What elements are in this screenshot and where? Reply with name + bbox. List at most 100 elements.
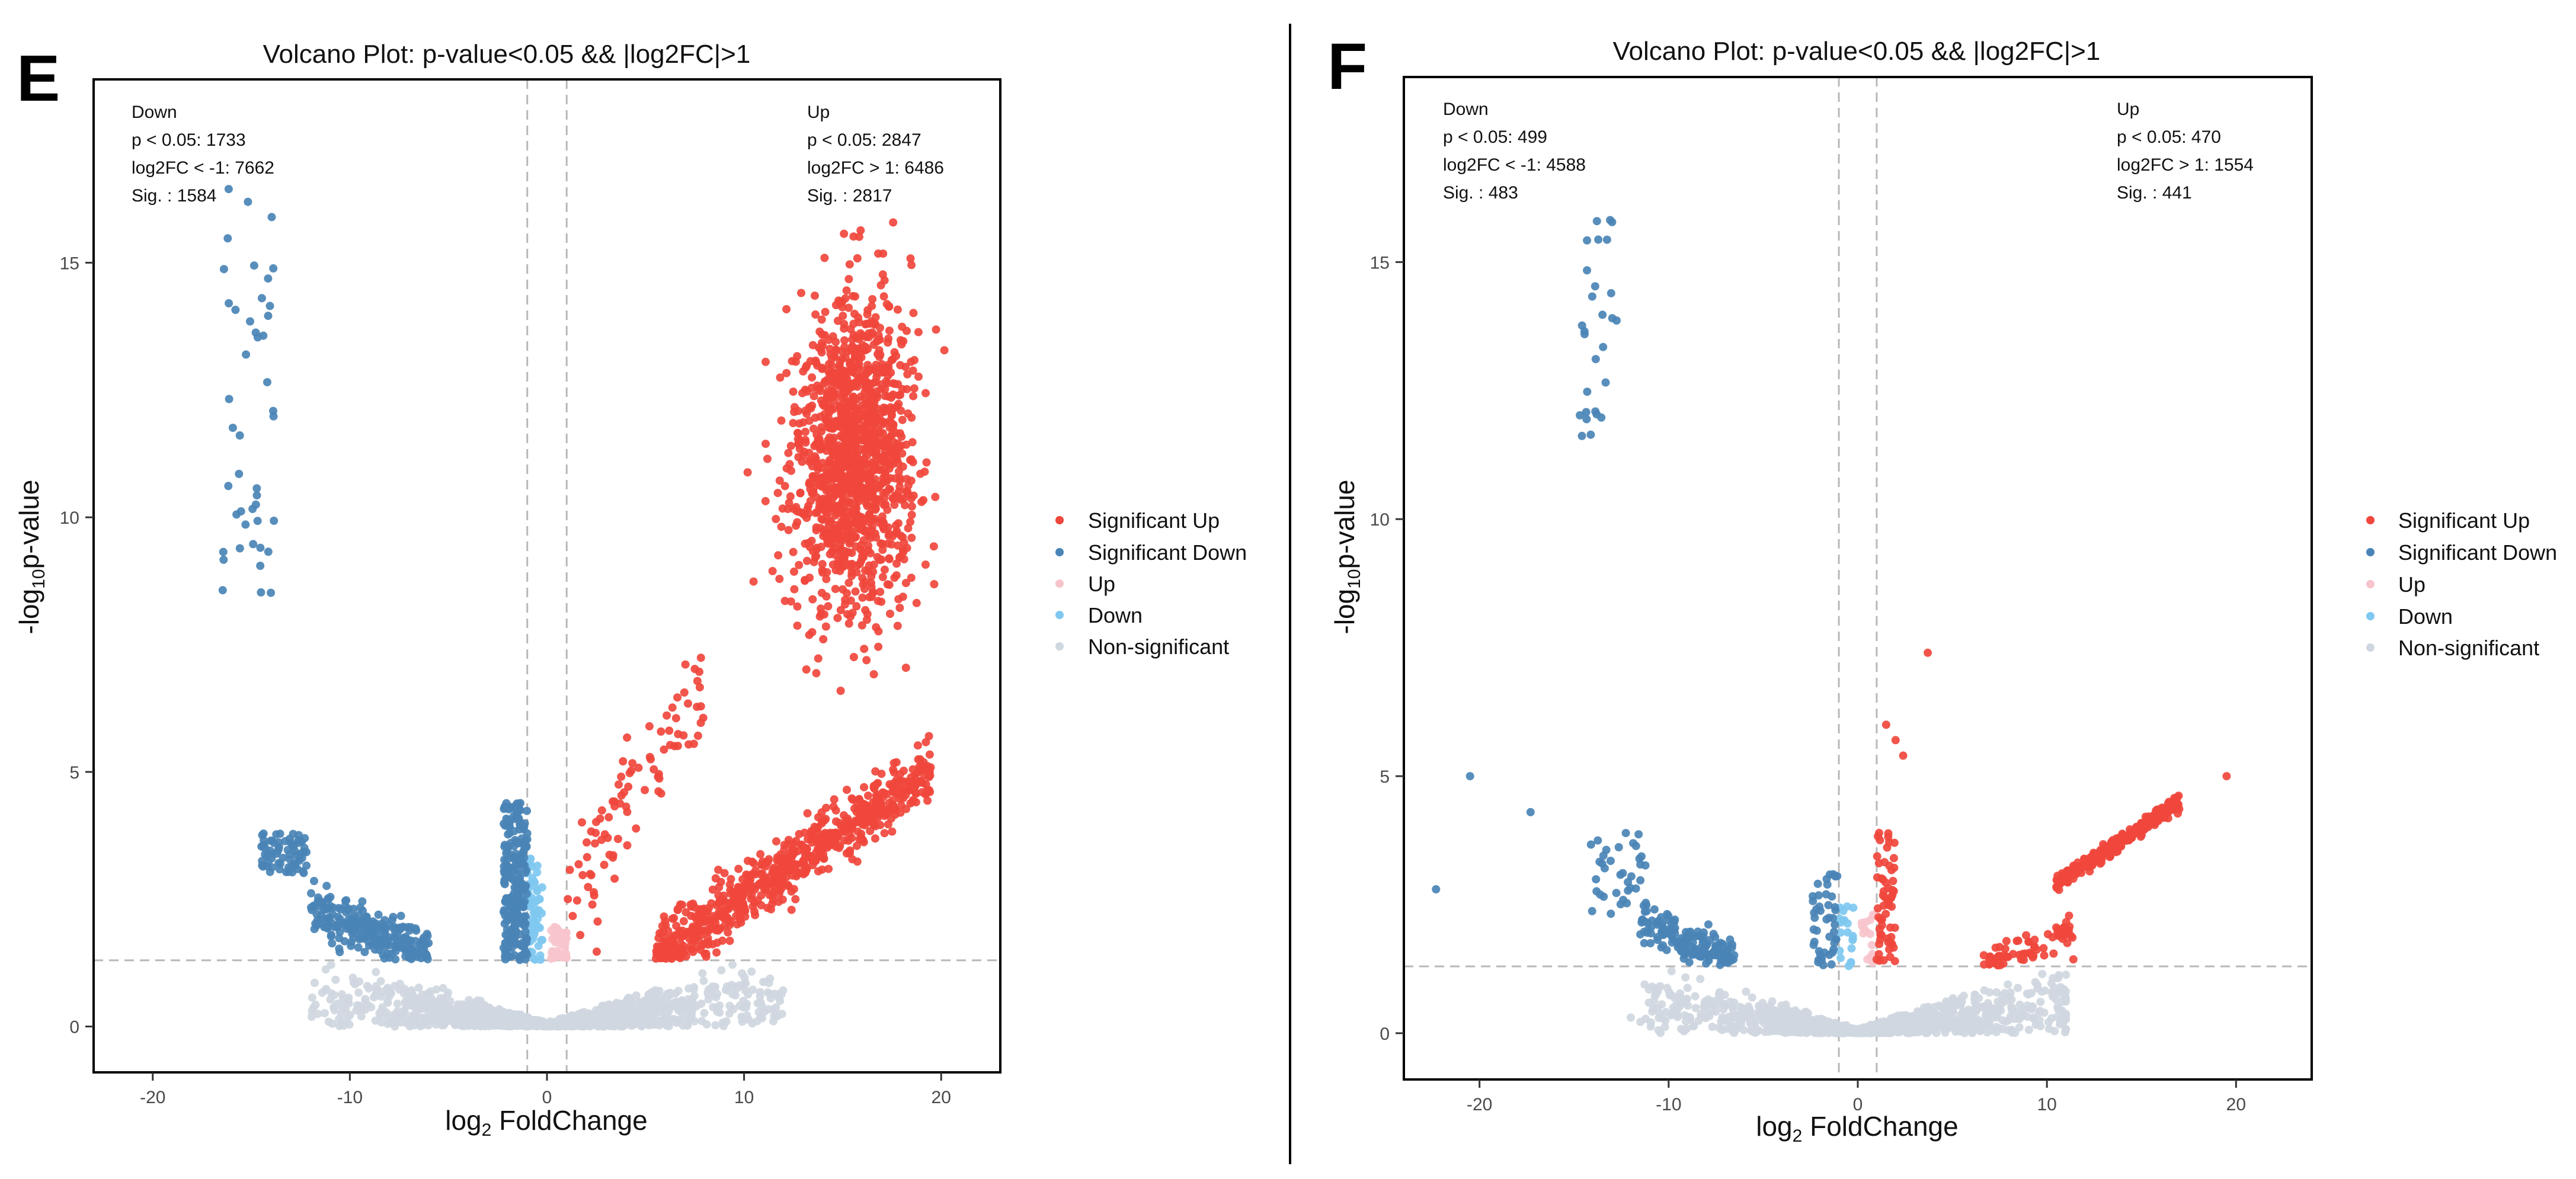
point-significant-up bbox=[821, 622, 830, 631]
point-significant-up bbox=[842, 286, 851, 295]
point-significant-up bbox=[812, 669, 821, 678]
point-significant-up bbox=[886, 610, 894, 618]
point-significant-down bbox=[504, 830, 513, 839]
point-significant-up bbox=[847, 489, 856, 498]
point-non-significant bbox=[711, 1021, 720, 1030]
point-significant-down bbox=[354, 943, 363, 952]
point-significant-up bbox=[761, 440, 770, 448]
point-significant-down bbox=[393, 925, 402, 934]
point-significant-up bbox=[839, 536, 847, 544]
point-significant-up bbox=[879, 292, 888, 301]
point-significant-up bbox=[773, 489, 782, 498]
point-significant-up bbox=[878, 808, 887, 817]
point-significant-up bbox=[882, 477, 891, 486]
point-significant-down bbox=[256, 543, 265, 552]
point-significant-up bbox=[821, 307, 830, 316]
point-significant-up bbox=[668, 703, 677, 712]
point-significant-down bbox=[329, 903, 338, 912]
point-significant-up bbox=[852, 482, 860, 491]
point-significant-up bbox=[831, 585, 840, 594]
point-significant-down bbox=[269, 264, 278, 273]
point-significant-up bbox=[840, 229, 849, 238]
point-significant-up bbox=[704, 927, 712, 936]
chart-title-f: Volcano Plot: p-value<0.05 && |log2FC|>1 bbox=[1613, 37, 2101, 66]
point-significant-up bbox=[829, 389, 838, 398]
point-significant-up bbox=[662, 941, 671, 950]
point-significant-up bbox=[908, 765, 917, 774]
point-significant-up bbox=[878, 517, 887, 526]
point-significant-up bbox=[893, 305, 902, 314]
point-significant-up bbox=[707, 899, 716, 908]
point-non-significant bbox=[419, 1019, 428, 1028]
point-significant-up bbox=[792, 872, 801, 880]
point-significant-up bbox=[857, 621, 866, 630]
point-significant-up bbox=[674, 730, 683, 739]
point-non-significant bbox=[497, 1017, 506, 1026]
point-significant-up bbox=[884, 371, 892, 380]
point-significant-up bbox=[778, 504, 787, 513]
point-significant-up bbox=[914, 372, 923, 381]
point-non-significant bbox=[769, 1005, 778, 1014]
point-significant-up bbox=[609, 851, 617, 860]
point-non-significant bbox=[337, 990, 346, 999]
point-significant-up bbox=[845, 260, 854, 269]
point-significant-up bbox=[863, 451, 872, 460]
point-significant-up bbox=[789, 387, 798, 396]
point-significant-up bbox=[711, 926, 720, 934]
point-non-significant bbox=[596, 1015, 604, 1024]
point-non-significant bbox=[756, 988, 764, 997]
point-significant-up bbox=[812, 523, 821, 532]
point-significant-up bbox=[665, 726, 674, 735]
point-non-significant bbox=[671, 989, 680, 998]
point-significant-up bbox=[750, 898, 759, 907]
point-significant-up bbox=[847, 794, 856, 803]
point-significant-up bbox=[668, 914, 677, 923]
point-significant-up bbox=[840, 547, 849, 555]
point-significant-up bbox=[693, 703, 702, 712]
point-significant-down bbox=[505, 940, 513, 949]
point-significant-up bbox=[590, 891, 599, 900]
point-significant-up bbox=[872, 780, 881, 789]
point-non-significant bbox=[399, 1007, 408, 1015]
point-significant-up bbox=[820, 254, 829, 262]
point-significant-up bbox=[856, 512, 865, 521]
point-significant-up bbox=[750, 907, 759, 916]
point-significant-up bbox=[844, 412, 853, 421]
point-significant-up bbox=[861, 528, 870, 536]
point-significant-down bbox=[307, 889, 315, 898]
point-significant-down bbox=[219, 265, 228, 274]
point-significant-down bbox=[519, 942, 528, 950]
point-significant-up bbox=[892, 455, 901, 464]
point-significant-up bbox=[921, 738, 930, 747]
point-significant-up bbox=[684, 740, 693, 749]
point-significant-up bbox=[764, 855, 773, 864]
point-significant-up bbox=[914, 755, 923, 764]
point-significant-up bbox=[593, 947, 601, 956]
point-significant-up bbox=[842, 849, 851, 858]
point-significant-up bbox=[784, 448, 793, 457]
legend-label-down: Down bbox=[1088, 603, 1143, 627]
point-significant-up bbox=[632, 824, 641, 833]
point-significant-up bbox=[815, 850, 824, 859]
point-significant-up bbox=[843, 450, 852, 459]
point-significant-down bbox=[253, 517, 262, 526]
point-significant-up bbox=[899, 547, 908, 556]
point-significant-up bbox=[879, 457, 888, 466]
point-significant-up bbox=[818, 364, 827, 373]
point-significant-up bbox=[805, 630, 814, 639]
point-significant-up bbox=[911, 798, 920, 807]
point-significant-down bbox=[500, 841, 509, 850]
point-significant-up bbox=[831, 566, 840, 575]
point-significant-down bbox=[391, 955, 400, 964]
point-non-significant bbox=[642, 1002, 651, 1011]
point-significant-up bbox=[847, 834, 856, 842]
point-non-significant bbox=[480, 1002, 489, 1011]
point-non-significant bbox=[444, 988, 452, 997]
point-significant-up bbox=[616, 799, 625, 808]
point-significant-down bbox=[521, 912, 530, 921]
point-significant-up bbox=[831, 338, 840, 347]
point-significant-up bbox=[802, 514, 811, 523]
legend-label-significant-down: Significant Down bbox=[1088, 540, 1247, 565]
point-significant-up bbox=[802, 556, 811, 565]
point-significant-down bbox=[374, 910, 383, 919]
